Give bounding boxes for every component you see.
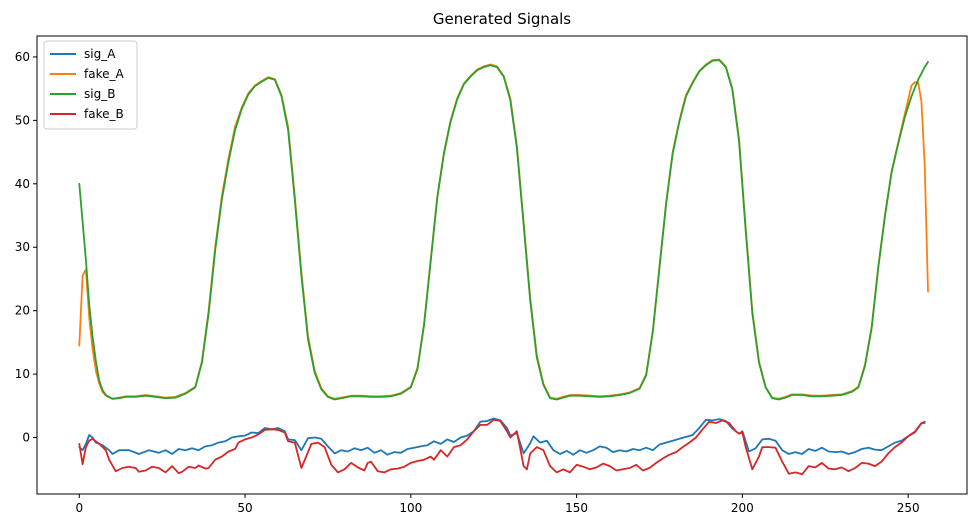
y-tick-label: 30 — [15, 240, 30, 254]
legend-label-fake_B: fake_B — [84, 107, 124, 121]
plot-area — [78, 58, 929, 476]
x-tick-label: 200 — [731, 501, 754, 515]
series-line-sig_B — [78, 59, 929, 401]
series-line-sig_A — [78, 417, 926, 456]
legend-label-fake_A: fake_A — [84, 67, 124, 81]
axes-frame — [36, 35, 968, 495]
legend: sig_A fake_A sig_B fake_B — [43, 40, 138, 130]
series-line-fake_B — [78, 418, 926, 476]
legend-box — [43, 40, 138, 130]
legend-label-sig_A: sig_A — [84, 47, 116, 61]
x-tick-label: 0 — [75, 501, 83, 515]
chart-title: Generated Signals — [433, 10, 571, 28]
y-tick-label: 0 — [22, 431, 30, 445]
y-tick-label: 40 — [15, 177, 30, 191]
legend-label-sig_B: sig_B — [84, 87, 115, 101]
series-group — [78, 58, 929, 476]
y-tick-label: 20 — [15, 304, 30, 318]
x-tick-label: 150 — [565, 501, 588, 515]
axes: 0 50 100 150 200 250 0 10 20 30 40 50 60 — [15, 35, 968, 515]
x-tick-label: 100 — [399, 501, 422, 515]
y-tick-label: 50 — [15, 113, 30, 127]
y-tick-label: 60 — [15, 50, 30, 64]
y-tick-label: 10 — [15, 367, 30, 381]
x-tick-label: 50 — [237, 501, 252, 515]
x-tick-label: 250 — [897, 501, 920, 515]
